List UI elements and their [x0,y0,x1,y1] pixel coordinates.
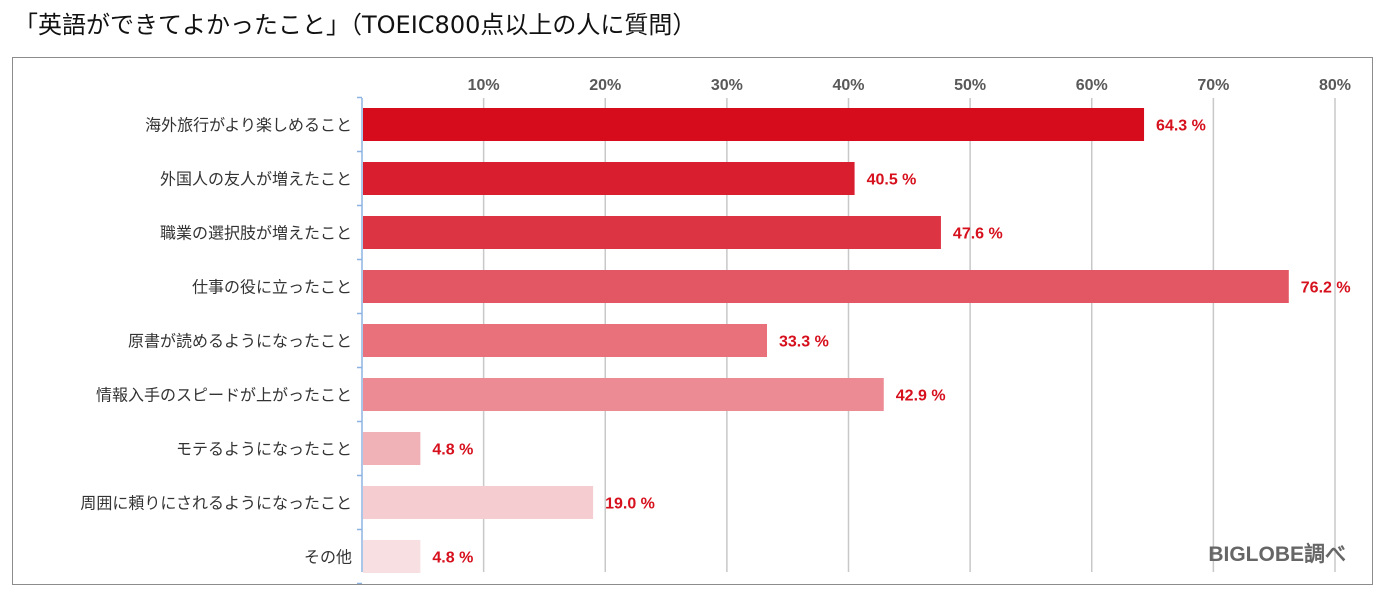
bar-4 [363,324,768,357]
bar-0 [363,108,1145,141]
bar-7 [363,486,594,519]
x-tick-label-40: 40% [832,77,864,94]
category-label-7: 周囲に頼りにされるようになったこと [80,494,352,513]
x-tick-labels: 10% 20% 30% 40% 50% 60% 70% 80% [468,77,1351,94]
x-tick-label-30: 30% [711,77,743,94]
bar-5 [363,378,884,411]
source-label: BIGLOBE調べ [1208,542,1346,566]
chart-frame: 10% 20% 30% 40% 50% 60% 70% 80% 海外旅行がより楽しめること外国… [12,57,1373,585]
category-axis [357,96,363,584]
category-label-1: 外国人の友人が増えたこと [160,170,352,189]
value-labels: 64.3 % 40.5 % 47.6 % 76.2 % 33.3 % 42.9 % 4.8 … [432,118,1350,567]
value-label-2: 47.6 % [953,226,1003,243]
bar-8 [363,540,421,573]
value-label-0: 64.3 % [1156,118,1206,135]
x-tick-label-80: 80% [1319,77,1351,94]
category-labels: 海外旅行がより楽しめること外国人の友人が増えたこと職業の選択肢が増えたこと仕事の… [80,116,352,567]
category-label-8: その他 [304,548,352,567]
category-label-3: 仕事の役に立ったこと [192,278,352,297]
bar-chart: 10% 20% 30% 40% 50% 60% 70% 80% 海外旅行がより楽しめること外国… [80,77,1351,584]
value-label-7: 19.0 % [605,496,655,513]
bar-1 [363,162,855,195]
bar-6 [363,432,421,465]
value-label-3: 76.2 % [1301,280,1351,297]
value-label-8: 4.8 % [432,550,473,567]
page-title: 「英語ができてよかったこと」（TOEIC800点以上の人に質問） [14,11,697,39]
category-label-2: 職業の選択肢が増えたこと [160,224,352,243]
category-label-5: 情報入手のスピードが上がったこと [96,386,352,405]
category-label-0: 海外旅行がより楽しめること [145,116,352,135]
x-tick-label-50: 50% [954,77,986,94]
category-label-4: 原書が読めるようになったこと [128,332,352,351]
value-label-4: 33.3 % [779,334,829,351]
bar-3 [363,270,1289,303]
x-tick-label-20: 20% [589,77,621,94]
bar-2 [363,216,941,249]
x-tick-label-70: 70% [1197,77,1229,94]
value-label-1: 40.5 % [867,172,917,189]
value-label-6: 4.8 % [432,442,473,459]
x-tick-label-60: 60% [1076,77,1108,94]
category-label-6: モテるようになったこと [176,440,352,459]
value-label-5: 42.9 % [896,388,946,405]
bars [363,108,1289,573]
x-tick-label-10: 10% [468,77,500,94]
